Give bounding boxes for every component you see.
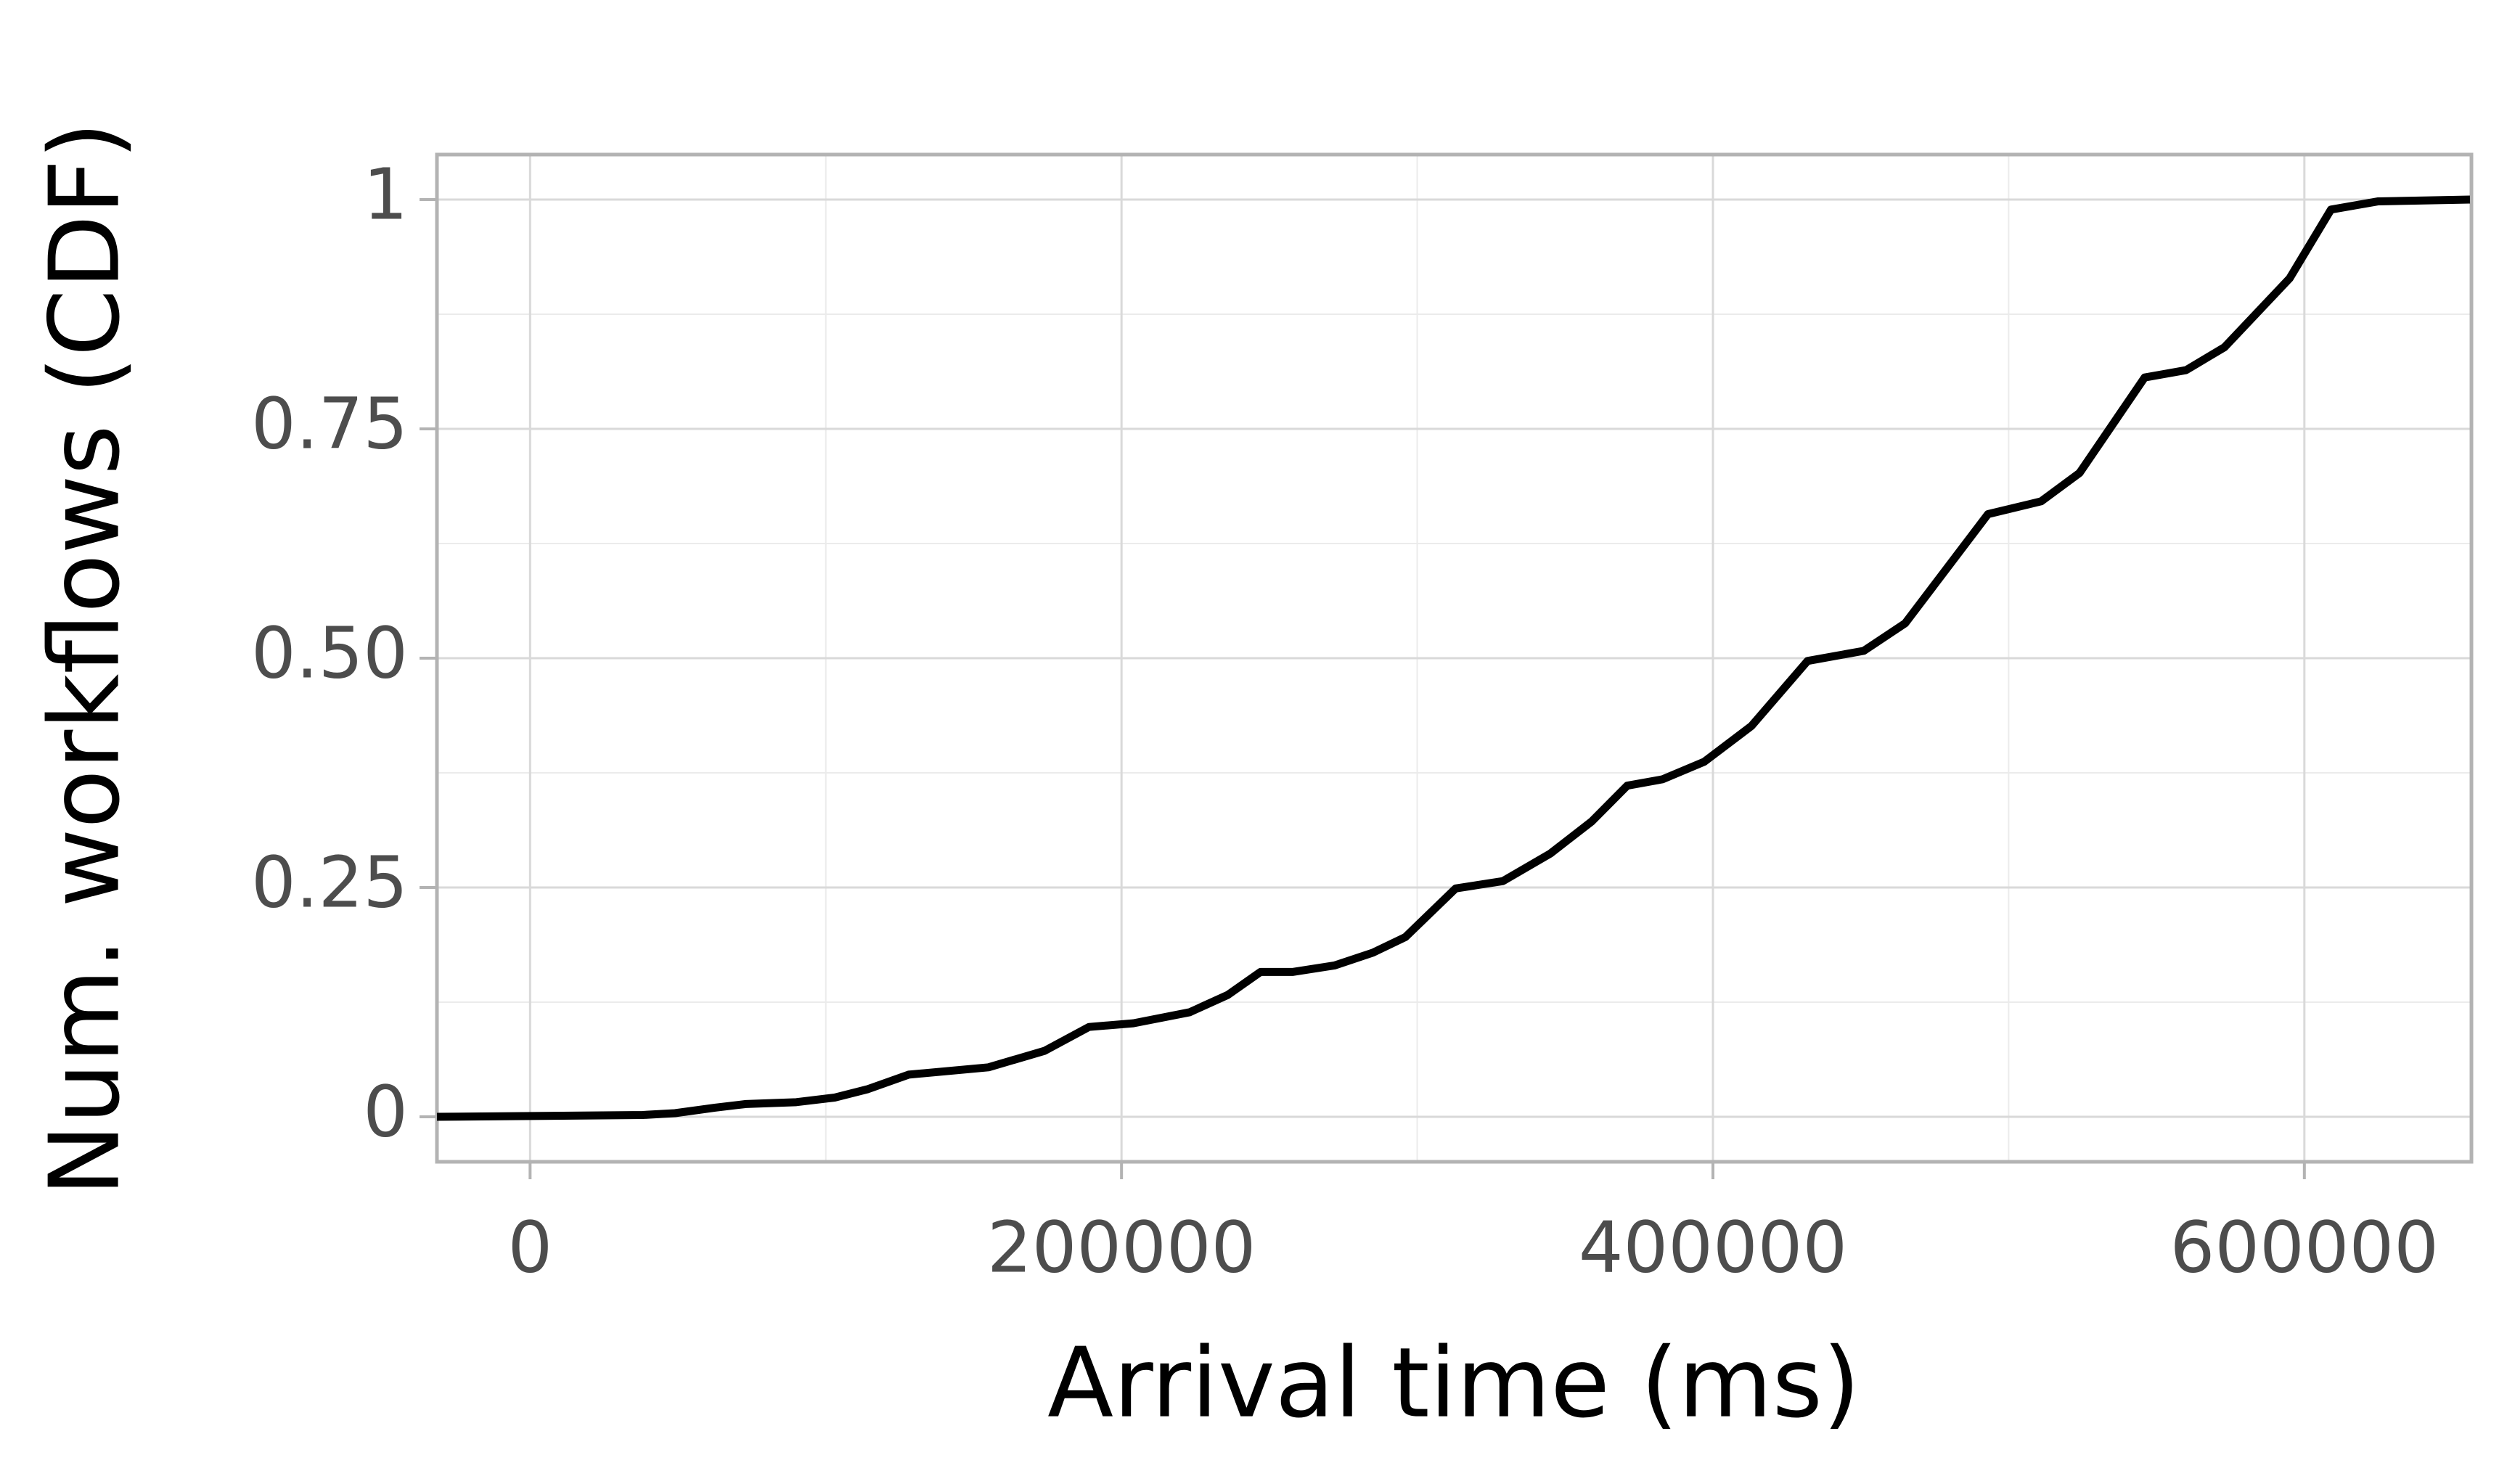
- y-tick-label: 0.75: [251, 382, 408, 464]
- line: [436, 195, 2471, 1121]
- x-axis-title: Arrival time (ms): [1047, 1328, 1860, 1440]
- x-tick-label: 400000: [1579, 1206, 1847, 1288]
- y-tick-label: 1: [363, 153, 408, 235]
- y-tick-label: 0: [363, 1070, 408, 1152]
- y-axis-title: Num. workflows (CDF): [30, 122, 142, 1197]
- y-tick-label: 0.25: [251, 841, 408, 923]
- x-tick-label: 600000: [2170, 1206, 2439, 1288]
- x-tick-label: 0: [507, 1206, 552, 1288]
- y-tick-label: 0.50: [251, 612, 408, 694]
- x-tick-label: 200000: [987, 1206, 1256, 1288]
- plot-border: [435, 152, 2474, 1164]
